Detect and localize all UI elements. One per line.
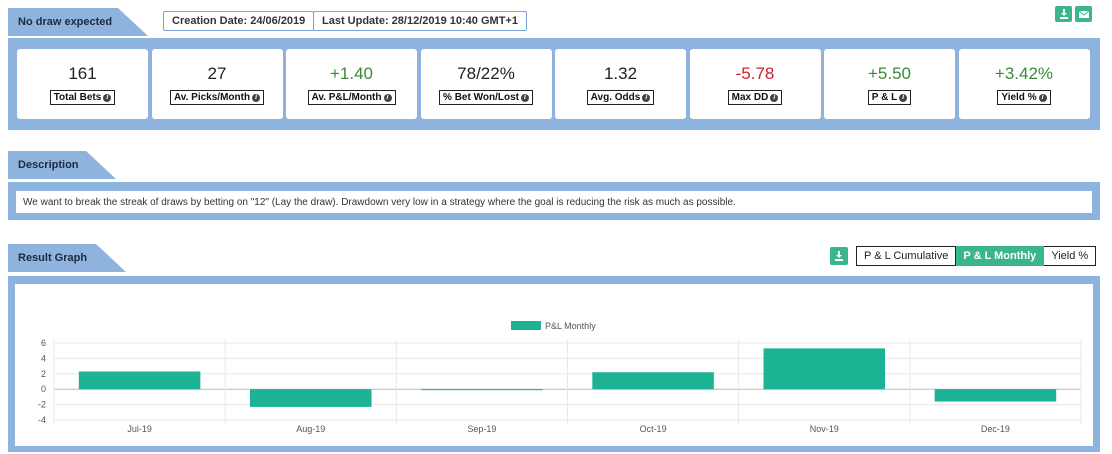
stat-value: 1.32 (603, 64, 638, 83)
stat-card: 161 Total Bets i (17, 49, 148, 119)
x-tick-label: Oct-19 (640, 424, 667, 434)
x-tick-label: Jul-19 (127, 424, 152, 434)
download-button[interactable] (1055, 6, 1072, 22)
info-icon[interactable]: i (520, 93, 529, 102)
legend-label: P&L Monthly (545, 321, 596, 331)
stat-label-text: % Bet Won/Lost (443, 92, 519, 103)
stat-label[interactable]: Max DD i (727, 90, 783, 105)
graph-mode-toggle: P & L Cumulative P & L Monthly Yield % (856, 246, 1097, 266)
creation-date-text: Creation Date: 24/06/2019 (172, 15, 306, 27)
last-update-text: Last Update: 28/12/2019 10:40 GMT+1 (322, 15, 518, 27)
stat-label-text: Av. Picks/Month (173, 92, 251, 103)
info-icon[interactable]: i (103, 93, 112, 102)
stat-label[interactable]: Av. Picks/Month i (169, 90, 265, 105)
stat-card: +3.42% Yield % i (958, 49, 1090, 119)
bar (592, 372, 714, 390)
graph-toggle-yield[interactable]: Yield % (1044, 246, 1097, 266)
email-button[interactable] (1075, 6, 1092, 22)
stat-card: 27 Av. Picks/Month i (151, 49, 283, 119)
pl-monthly-chart: -4 -2 0 2 4 6 Jul-19 Aug-19 Sep-19 Oct-19 Nov-19 De… (38, 321, 1082, 434)
info-icon[interactable]: i (383, 93, 392, 102)
graph-toggle-p-l-monthly[interactable]: P & L Monthly (956, 246, 1045, 266)
description-panel: We want to break the streak of draws by … (8, 182, 1100, 220)
download-icon (1059, 9, 1068, 19)
y-tick-label: -2 (38, 400, 46, 410)
bar (249, 389, 372, 407)
stat-card: 1.32 Avg. Odds i (555, 49, 686, 119)
x-tick-label: Dec-19 (981, 424, 1010, 434)
y-tick-label: 4 (41, 353, 46, 363)
download-graph-button[interactable] (830, 247, 848, 265)
mail-icon (1078, 10, 1089, 18)
legend-swatch (511, 321, 541, 330)
stats-panel: 161 Total Bets i 27 Av. Picks/Month i +1.40 Av.… (8, 38, 1100, 130)
stat-label-text: Yield % (1001, 92, 1037, 103)
stat-label[interactable]: Avg. Odds i (586, 90, 655, 105)
stat-label[interactable]: Total Bets i (49, 90, 116, 105)
stat-label-text: Total Bets (53, 92, 102, 103)
stat-value: 161 (68, 64, 97, 83)
bar (934, 389, 1057, 402)
graph-toggle-p-l-cumulative[interactable]: P & L Cumulative (856, 246, 957, 266)
stat-label-text: P & L (871, 92, 898, 103)
graph-panel: -4 -2 0 2 4 6 Jul-19 Aug-19 Sep-19 Oct-19 Nov-19 De… (8, 276, 1100, 452)
description-title: Description (18, 159, 79, 171)
stat-label-text: Avg. Odds (590, 92, 641, 103)
y-tick-label: 0 (41, 384, 46, 394)
bar (421, 389, 543, 391)
creation-date-badge: Creation Date: 24/06/2019 (163, 11, 315, 31)
stat-label[interactable]: Yield % i (997, 90, 1051, 105)
x-tick-label: Nov-19 (810, 424, 839, 434)
stat-card: 78/22% % Bet Won/Lost i (420, 49, 552, 119)
stat-label-text: Max DD (731, 92, 769, 103)
stat-label[interactable]: % Bet Won/Lost i (439, 90, 533, 105)
stat-value: -5.78 (735, 64, 775, 83)
stat-value: +1.40 (329, 64, 373, 83)
info-icon[interactable]: i (770, 93, 779, 102)
stat-label-text: Av. P&L/Month (311, 92, 382, 103)
strategy-title-tab: No draw expected (8, 8, 148, 36)
stat-value: +3.42% (994, 64, 1054, 83)
stat-value: 78/22% (457, 64, 515, 83)
x-tick-label: Sep-19 (467, 424, 496, 434)
stat-card: -5.78 Max DD i (689, 49, 821, 119)
description-text: We want to break the streak of draws by … (16, 191, 1092, 213)
stat-label[interactable]: Av. P&L/Month i (307, 90, 396, 105)
download-icon (835, 251, 843, 261)
stat-card: +1.40 Av. P&L/Month i (286, 49, 417, 119)
bar (763, 348, 886, 390)
x-tick-label: Aug-19 (296, 424, 325, 434)
info-icon[interactable]: i (642, 93, 651, 102)
y-tick-label: 2 (41, 369, 46, 379)
y-tick-label: -4 (38, 415, 46, 425)
stat-value: 27 (207, 64, 227, 83)
stat-value: +5.50 (867, 64, 911, 83)
info-icon[interactable]: i (252, 93, 261, 102)
chart-area: -4 -2 0 2 4 6 Jul-19 Aug-19 Sep-19 Oct-19 Nov-19 De… (15, 284, 1093, 446)
last-update-badge: Last Update: 28/12/2019 10:40 GMT+1 (313, 11, 527, 31)
y-tick-label: 6 (41, 338, 46, 348)
info-icon[interactable]: i (899, 93, 908, 102)
description-tab: Description (8, 151, 116, 179)
strategy-title: No draw expected (18, 16, 113, 28)
result-graph-title: Result Graph (18, 252, 88, 264)
result-graph-tab: Result Graph (8, 244, 126, 272)
bar (78, 371, 201, 390)
info-icon[interactable]: i (1038, 93, 1047, 102)
